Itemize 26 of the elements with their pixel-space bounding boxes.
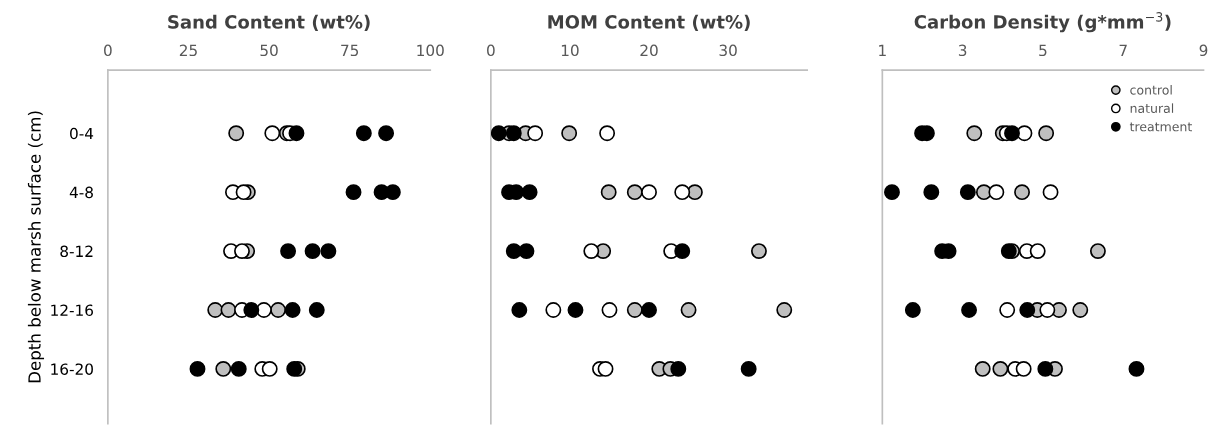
- x-tick-label: 50: [260, 44, 278, 57]
- x-tick-label: 75: [341, 44, 359, 57]
- x-tick-label: 1: [879, 44, 886, 56]
- legend-label: treatment: [1129, 122, 1192, 132]
- x-tick-label: 3: [958, 44, 967, 57]
- x-tick-label: 100: [417, 44, 444, 57]
- chart-title: MOM Content (wt%): [548, 14, 750, 31]
- x-tick-label: 30: [719, 44, 737, 57]
- legend-label: natural: [1130, 103, 1174, 113]
- y-tick-label: 12-16: [51, 304, 94, 317]
- x-tick-label: 0: [104, 44, 112, 57]
- chart-title: Carbon Density (g*mm$^{−3}$): [914, 12, 1171, 33]
- y-tick-label: 0-4: [70, 127, 94, 140]
- chart-title: Sand Content (wt%): [168, 14, 370, 31]
- legend-label: control: [1130, 84, 1172, 95]
- y-axis-title: Depth below marsh surface (cm): [27, 111, 45, 383]
- x-tick-label: 0: [487, 44, 495, 57]
- x-tick-label: 5: [1039, 44, 1047, 57]
- y-tick-label: 4-8: [69, 186, 93, 199]
- y-tick-label: 16-20: [51, 363, 93, 375]
- y-tick-label: 8-12: [60, 245, 93, 258]
- x-tick-label: 20: [640, 44, 658, 57]
- x-tick-label: 9: [1199, 44, 1208, 57]
- x-tick-label: 10: [561, 44, 579, 57]
- x-tick-label: 7: [1119, 44, 1127, 56]
- x-tick-label: 25: [179, 44, 197, 57]
